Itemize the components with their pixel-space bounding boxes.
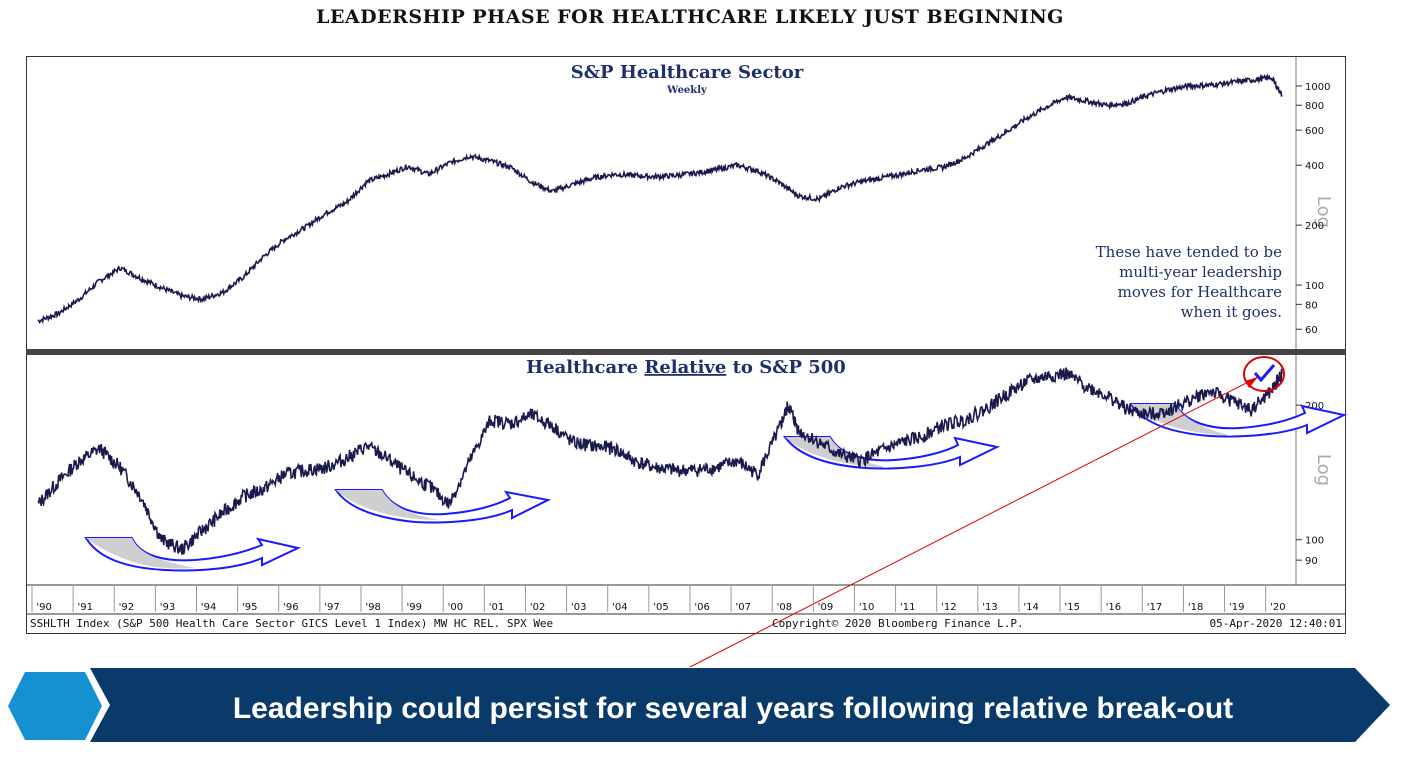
xtick-label: '08	[777, 602, 792, 613]
xtick-label: '91	[78, 602, 93, 613]
xtick-label: '00	[448, 602, 463, 613]
annotation-line: when it goes.	[1181, 303, 1282, 321]
top-yaxis-label: Log	[1313, 196, 1334, 228]
top-chart-subtitle: Weekly	[666, 85, 708, 96]
bottom-yaxis-ticks: 90 100 200	[1296, 401, 1324, 567]
xtick-label: '95	[242, 602, 257, 613]
xtick-label: '06	[694, 602, 709, 613]
annotation-line: moves for Healthcare	[1118, 283, 1282, 301]
chart-frame	[26, 56, 1346, 634]
ytick-label: 200	[1305, 401, 1324, 412]
callout-circle	[1243, 356, 1285, 392]
breakout-arrow-2017	[1129, 403, 1348, 438]
footer-timestamp: 05-Apr-2020 12:40:01	[1210, 617, 1342, 630]
xtick-label: '12	[941, 602, 956, 613]
breakout-arrow-1999	[334, 489, 552, 524]
ytick-label: 100	[1305, 281, 1324, 292]
bottom-title-part: Healthcare	[526, 357, 644, 378]
xtick-label: '92	[119, 602, 134, 613]
xtick-label: '98	[365, 602, 380, 613]
footer-copyright: Copyright© 2020 Bloomberg Finance L.P.	[772, 617, 1024, 630]
xtick-label: '20	[1270, 602, 1285, 613]
banner-bar	[90, 668, 1390, 742]
xtick-label: '96	[283, 602, 298, 613]
xtick-label: '19	[1229, 602, 1244, 613]
check-icon	[1253, 364, 1276, 383]
xtick-label: '04	[612, 602, 627, 613]
xtick-label: '10	[859, 602, 874, 613]
xtick-label: '93	[160, 602, 175, 613]
ytick-label: 800	[1305, 101, 1324, 112]
hexagon-icon	[8, 672, 102, 740]
xtick-label: '02	[530, 602, 545, 613]
top-chart-title: S&P Healthcare Sector	[571, 62, 804, 83]
bottom-chart-title: Healthcare Relative to S&P 500	[526, 357, 846, 378]
xtick-label: '99	[407, 602, 422, 613]
bottom-yaxis-label: Log	[1313, 454, 1334, 486]
slide-title: LEADERSHIP PHASE FOR HEALTHCARE LIKELY J…	[316, 6, 1064, 28]
xtick-label: '94	[201, 602, 216, 613]
ytick-label: 90	[1305, 556, 1318, 567]
xtick-label: '17	[1147, 602, 1162, 613]
ytick-label: 400	[1305, 161, 1324, 172]
banner-text: Leadership could persist for several yea…	[233, 692, 1233, 725]
footer-source: SSHLTH Index (S&P 500 Health Care Sector…	[30, 617, 553, 630]
bottom-series-line	[37, 367, 1283, 555]
annotation-text: These have tended to be multi-year leader…	[1096, 243, 1282, 321]
xtick-label: '15	[1064, 602, 1079, 613]
ytick-label: 80	[1305, 300, 1318, 311]
breakout-arrow-1993	[84, 537, 302, 572]
xtick-label: '03	[571, 602, 586, 613]
xtick-label: '18	[1188, 602, 1203, 613]
xtick-label: '05	[653, 602, 668, 613]
xtick-label: '01	[489, 602, 504, 613]
ytick-label: 100	[1305, 536, 1324, 547]
xtick-label: '13	[982, 602, 997, 613]
ytick-label: 200	[1305, 221, 1324, 232]
ytick-label: 600	[1305, 126, 1324, 137]
top-series-line	[37, 73, 1283, 325]
bottom-title-part: to S&P 500	[726, 357, 845, 378]
xtick-label: '09	[818, 602, 833, 613]
xtick-label: '97	[324, 602, 339, 613]
xaxis-ticks: '90 '91 '92 '93 '94 '95 '96 '97 '98 '99 '00 '01 '02 '…	[31, 585, 1286, 613]
top-yaxis-ticks: 60 80 100 200 400 600 800 1000	[1296, 82, 1330, 336]
xtick-label: '07	[736, 602, 751, 613]
callout-line	[689, 376, 1259, 668]
ytick-label: 60	[1305, 325, 1318, 336]
panel-divider[interactable]	[26, 349, 1346, 355]
annotation-line: multi-year leadership	[1119, 263, 1282, 281]
xtick-label: '11	[900, 602, 915, 613]
ytick-label: 1000	[1305, 82, 1330, 93]
annotation-line: These have tended to be	[1096, 243, 1282, 261]
xtick-label: '16	[1106, 602, 1121, 613]
bottom-title-emphasis: Relative	[644, 357, 726, 378]
xtick-label: '90	[36, 602, 51, 613]
xtick-label: '14	[1023, 602, 1038, 613]
